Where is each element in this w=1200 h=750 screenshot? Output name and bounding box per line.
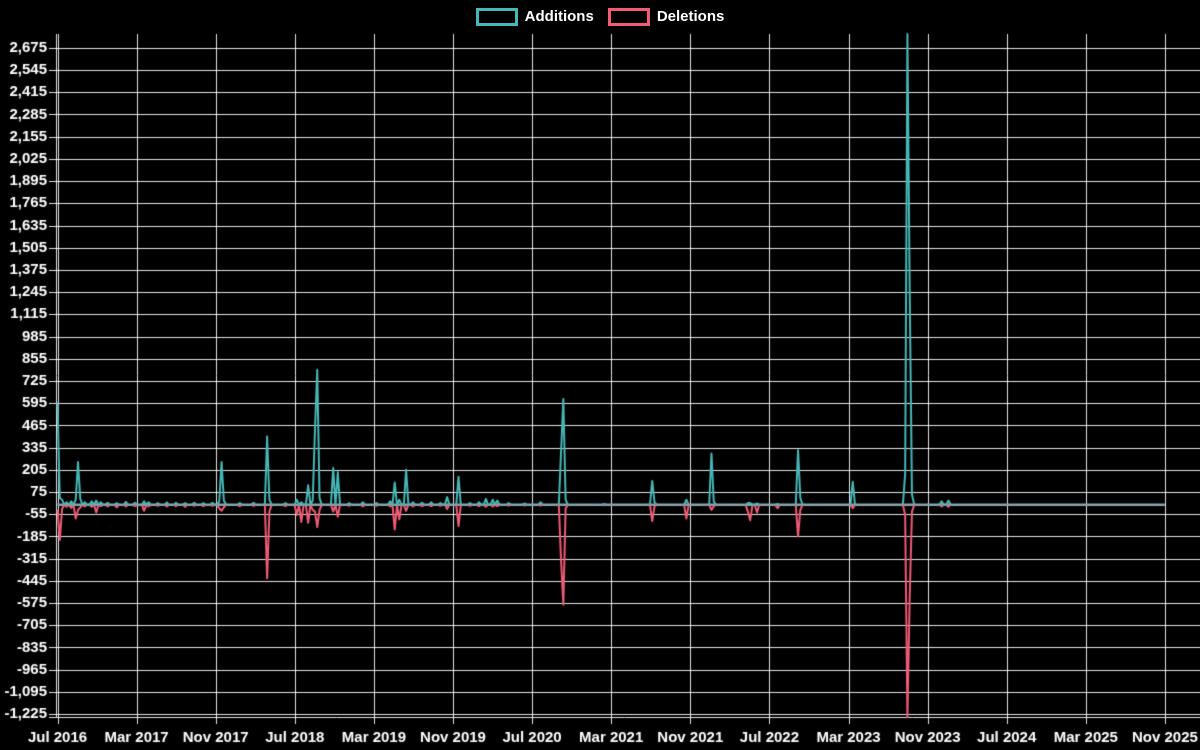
legend-item-deletions[interactable]: Deletions (607, 8, 725, 26)
chart-legend: Additions Deletions (0, 8, 1200, 26)
deletions-legend-swatch (607, 8, 650, 26)
additions-legend-swatch (475, 8, 518, 26)
deletions-legend-label: Deletions (656, 8, 725, 25)
additions-legend-label: Additions (524, 8, 594, 25)
legend-item-additions[interactable]: Additions (475, 8, 594, 26)
